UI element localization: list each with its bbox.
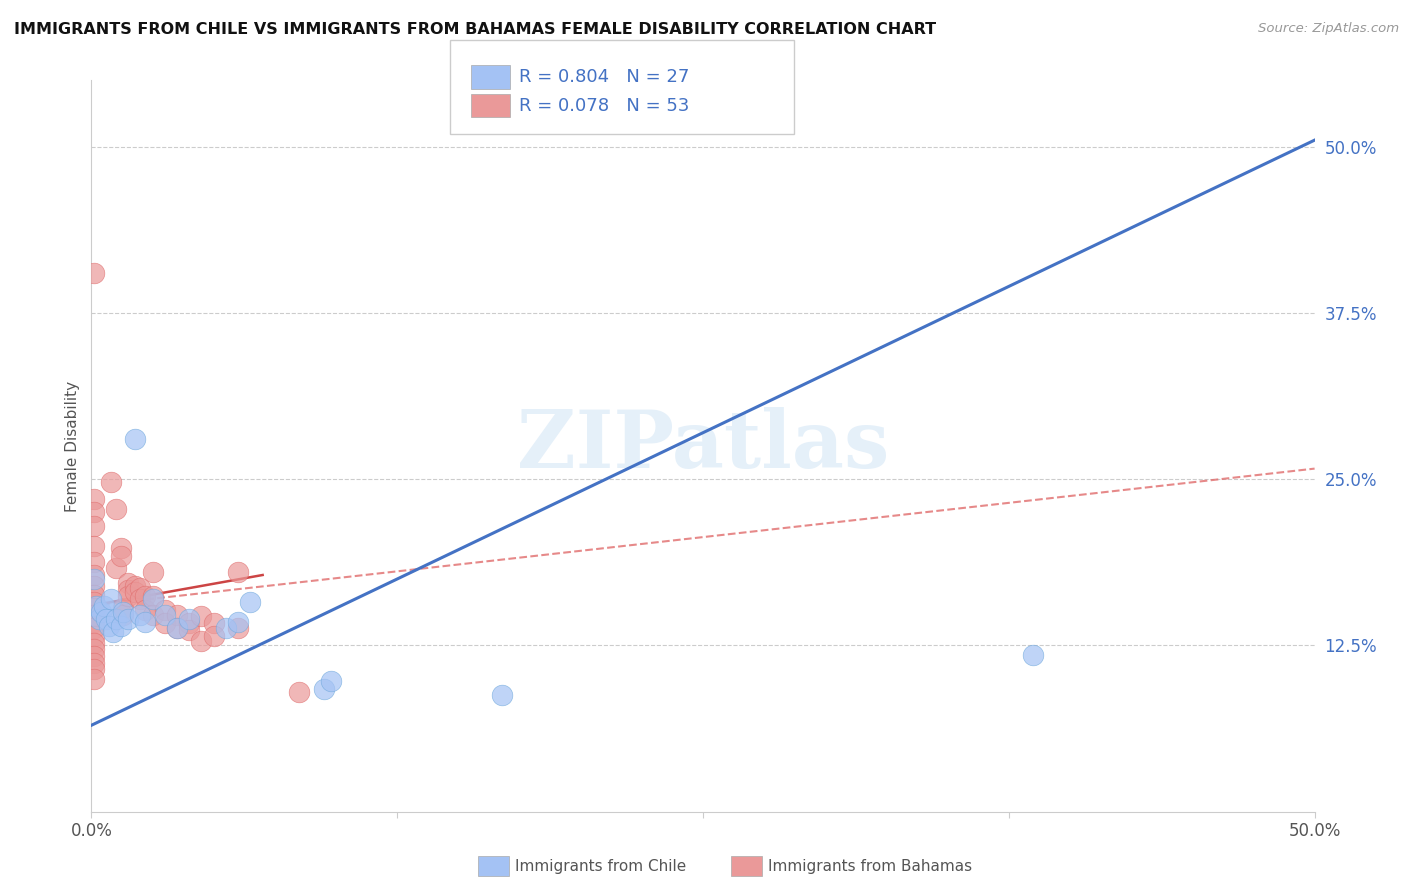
Point [103,625,125,640]
Point [215,621,238,635]
Point [141,589,163,603]
Point [83,572,105,586]
Point [110,549,132,564]
Point [129,607,152,622]
Point [93,599,115,613]
Point [84,599,107,613]
Text: Immigrants from Chile: Immigrants from Chile [515,859,686,873]
Text: R = 0.804   N = 27: R = 0.804 N = 27 [519,68,689,86]
Point [83,649,105,664]
Point [87,612,110,626]
Point [202,615,225,630]
Point [153,607,176,622]
Point [226,566,249,580]
Point [129,591,152,606]
Point [97,618,120,632]
Point [239,594,262,608]
Point [129,582,152,596]
Point [179,623,201,637]
Point [117,576,139,591]
Point [491,688,513,702]
Point [124,433,146,447]
Point [179,615,201,630]
Point [90,605,112,619]
Point [104,612,127,626]
Point [134,589,156,603]
Point [83,492,105,507]
Point [226,621,249,635]
Point [166,607,188,622]
Point [110,618,132,632]
Point [110,541,132,556]
Point [134,602,156,616]
Y-axis label: Female Disability: Female Disability [65,380,80,512]
Point [112,607,135,622]
Point [179,612,201,626]
Point [117,582,139,597]
Text: Immigrants from Bahamas: Immigrants from Bahamas [768,859,972,873]
Point [117,589,139,603]
Text: IMMIGRANTS FROM CHILE VS IMMIGRANTS FROM BAHAMAS FEMALE DISABILITY CORRELATION C: IMMIGRANTS FROM CHILE VS IMMIGRANTS FROM… [14,22,936,37]
Point [141,607,163,622]
Point [94,612,117,626]
Point [190,609,212,624]
Point [83,555,105,569]
Point [83,615,105,629]
Point [83,672,105,686]
Point [83,568,105,582]
Point [83,636,105,650]
Text: Source: ZipAtlas.com: Source: ZipAtlas.com [1258,22,1399,36]
Point [117,612,139,626]
Text: R = 0.078   N = 53: R = 0.078 N = 53 [519,96,689,114]
Point [83,594,105,608]
Text: ZIPatlas: ZIPatlas [517,407,889,485]
Point [124,585,146,599]
Point [83,607,105,622]
Point [83,621,105,635]
Point [190,634,212,648]
Point [141,566,163,580]
Point [83,518,105,533]
Point [83,588,105,602]
Point [153,615,176,630]
Point [83,579,105,593]
Point [321,674,343,689]
Point [166,621,188,635]
Point [226,615,249,629]
Point [124,579,146,593]
Point [100,475,122,489]
Point [104,501,127,516]
Point [1022,648,1045,662]
Point [104,561,127,575]
Point [83,662,105,676]
Point [141,591,163,606]
Point [288,685,311,699]
Point [153,602,176,616]
Point [134,615,156,629]
Point [312,682,335,697]
Point [83,601,105,615]
Point [166,621,188,635]
Point [83,266,105,280]
Point [100,591,122,606]
Point [83,539,105,553]
Point [83,629,105,643]
Point [83,506,105,520]
Point [112,605,135,619]
Point [202,629,225,643]
Point [83,656,105,670]
Point [112,601,135,615]
Point [83,642,105,657]
